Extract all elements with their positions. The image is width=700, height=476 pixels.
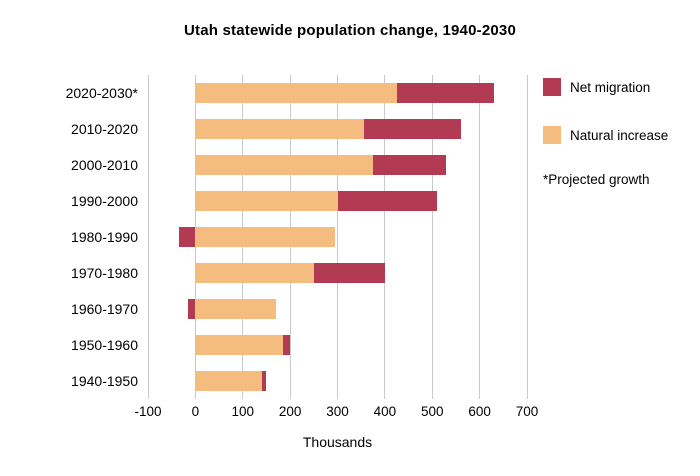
bar-net-migration [261, 371, 267, 391]
bar-natural-increase [195, 155, 374, 175]
bar-row [148, 219, 527, 255]
bar-rows [148, 75, 527, 399]
y-category-label: 1980-1990 [71, 229, 138, 245]
bar-natural-increase [195, 371, 262, 391]
legend-item-natural-increase: Natural increase [543, 126, 668, 144]
natural-increase-swatch-icon [543, 126, 561, 144]
bar-natural-increase [195, 299, 276, 319]
y-category-label: 1990-2000 [71, 193, 138, 209]
bar-row [148, 147, 527, 183]
x-tick-label: 700 [515, 404, 539, 419]
y-category-label: 1940-1950 [71, 373, 138, 389]
y-category-label: 2000-2010 [71, 157, 138, 173]
gridline [384, 75, 386, 399]
bar-net-migration [283, 335, 291, 355]
x-tick-label: 400 [373, 404, 397, 419]
x-tick-label: -100 [134, 404, 162, 419]
y-category-label: 1970-1980 [71, 265, 138, 281]
x-tick-label: 600 [468, 404, 491, 419]
gridline [147, 75, 149, 399]
y-category-label: 1950-1960 [71, 337, 138, 353]
net-migration-swatch-icon [543, 78, 561, 96]
plot-area [147, 75, 528, 399]
gridline [337, 75, 338, 399]
bar-natural-increase [195, 263, 314, 283]
projected-growth-footnote: *Projected growth [543, 172, 650, 187]
y-category-label: 1960-1970 [71, 301, 138, 317]
x-tick-label: 500 [420, 404, 444, 419]
x-axis-labels: -100 0 100 200 300 400 500 600 700 [134, 404, 538, 420]
gridline [431, 75, 433, 399]
bar-net-migration [337, 191, 437, 211]
gridline [479, 75, 481, 399]
bar-row [148, 327, 527, 363]
bar-natural-increase [195, 119, 364, 139]
bar-net-migration [188, 299, 196, 319]
chart-title: Utah statewide population change, 1940-2… [183, 22, 517, 39]
bar-net-migration [313, 263, 385, 283]
y-axis-labels: 2020-2030* 2010-2020 2000-2010 1990-2000 198… [0, 75, 138, 399]
bar-row [148, 111, 527, 147]
y-category-label: 2020-2030* [65, 85, 138, 101]
legend-label-natural-increase: Natural increase [570, 127, 669, 143]
x-tick-label: 0 [191, 404, 200, 419]
bar-natural-increase [195, 83, 397, 103]
y-category-label: 2010-2020 [71, 121, 138, 137]
bar-row [148, 75, 527, 111]
x-axis-title: Thousands [302, 434, 373, 450]
bar-natural-increase [195, 191, 338, 211]
legend-item-net-migration: Net migration [543, 78, 650, 96]
bar-net-migration [396, 83, 494, 103]
gridline [526, 75, 528, 399]
bar-row [148, 183, 527, 219]
bar-natural-increase [195, 227, 336, 247]
bar-net-migration [373, 155, 447, 175]
bar-natural-increase [195, 335, 284, 355]
bar-net-migration [178, 227, 196, 247]
bar-net-migration [363, 119, 461, 139]
legend-label-net-migration: Net migration [570, 79, 651, 95]
x-tick-label: 300 [326, 404, 349, 419]
bar-row [148, 291, 527, 327]
bar-row [148, 255, 527, 291]
x-tick-label: 100 [231, 404, 255, 419]
x-tick-label: 200 [278, 404, 302, 419]
bar-row [148, 363, 527, 399]
